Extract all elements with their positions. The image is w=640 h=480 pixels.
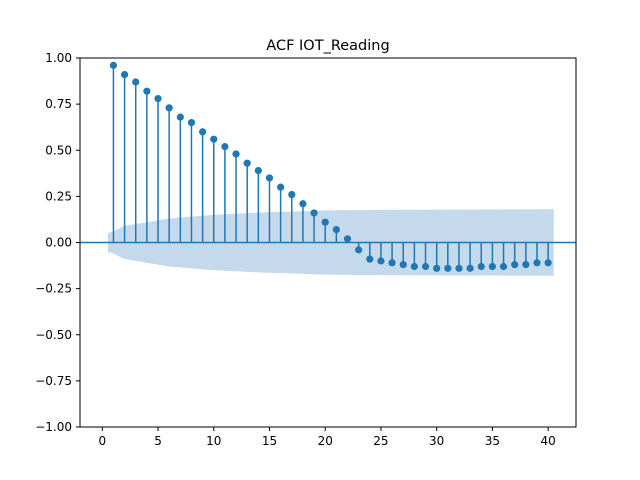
- y-tick-label-1: 0.75: [45, 97, 72, 111]
- acf-point-lag-1: [109, 61, 118, 69]
- acf-point-lag-3: [132, 78, 140, 86]
- acf-point-lag-8: [187, 118, 196, 127]
- acf-point-lag-19: [310, 209, 318, 217]
- x-tick-label-35: 35: [485, 434, 500, 448]
- acf-point-lag-21: [332, 225, 340, 234]
- acf-point-lag-22: [343, 235, 352, 243]
- acf-point-lag-13: [243, 159, 251, 167]
- acf-point-lag-30: [433, 264, 441, 272]
- acf-point-lag-40: [544, 259, 552, 267]
- acf-point-lag-15: [265, 174, 274, 182]
- acf-point-lag-17: [288, 190, 296, 199]
- x-tick-label-25: 25: [373, 434, 388, 448]
- acf-point-lag-34: [477, 262, 485, 271]
- y-tick-label-8: −1.00: [35, 420, 72, 434]
- acf-point-lag-9: [199, 128, 207, 136]
- acf-point-lag-27: [399, 261, 407, 269]
- y-tick-label-7: −0.75: [35, 374, 72, 388]
- acf-point-lag-29: [421, 262, 430, 271]
- x-tick-label-30: 30: [429, 434, 444, 448]
- stem-layer: [109, 61, 552, 272]
- x-tick-label-20: 20: [318, 434, 333, 448]
- x-tick-label-40: 40: [540, 434, 555, 448]
- x-tick-label-5: 5: [154, 434, 162, 448]
- y-tick-label-3: 0.25: [45, 189, 72, 203]
- acf-point-lag-12: [232, 150, 240, 158]
- y-tick-label-0: 1.00: [45, 51, 72, 65]
- acf-point-lag-37: [511, 261, 519, 269]
- acf-point-lag-32: [455, 264, 463, 272]
- acf-point-lag-26: [388, 259, 396, 267]
- x-tick-label-15: 15: [262, 434, 277, 448]
- acf-point-lag-33: [466, 264, 474, 272]
- acf-point-lag-24: [366, 255, 374, 263]
- acf-point-lag-7: [176, 113, 184, 121]
- acf-point-lag-23: [355, 246, 363, 254]
- acf-point-lag-39: [533, 259, 541, 267]
- acf-point-lag-10: [210, 135, 218, 143]
- y-tick-label-6: −0.50: [35, 328, 72, 342]
- acf-point-lag-20: [321, 218, 329, 226]
- acf-point-lag-25: [377, 257, 385, 265]
- chart-title: ACF IOT_Reading: [266, 38, 389, 54]
- acf-point-lag-18: [299, 200, 307, 208]
- acf-point-lag-2: [120, 71, 129, 79]
- acf-point-lag-31: [444, 264, 452, 272]
- acf-point-lag-35: [488, 262, 497, 271]
- acf-point-lag-11: [221, 142, 229, 151]
- acf-point-lag-16: [277, 183, 285, 191]
- y-tick-label-2: 0.50: [45, 143, 72, 157]
- acf-point-lag-38: [522, 261, 530, 269]
- acf-point-lag-6: [165, 104, 173, 112]
- x-tick-label-10: 10: [206, 434, 221, 448]
- y-tick-label-5: −0.25: [35, 282, 72, 296]
- acf-point-lag-28: [410, 262, 418, 271]
- acf-point-lag-14: [254, 166, 262, 175]
- x-tick-label-0: 0: [98, 434, 106, 448]
- axes-layer: 0 5 10 15 20 25 30 35 40 1.00 0.75 0.50 0.25 0.00 −0.2…: [35, 51, 577, 448]
- y-tick-label-4: 0.00: [45, 236, 72, 250]
- acf-point-lag-4: [143, 87, 151, 95]
- acf-point-lag-5: [154, 94, 162, 103]
- acf-point-lag-36: [499, 262, 508, 271]
